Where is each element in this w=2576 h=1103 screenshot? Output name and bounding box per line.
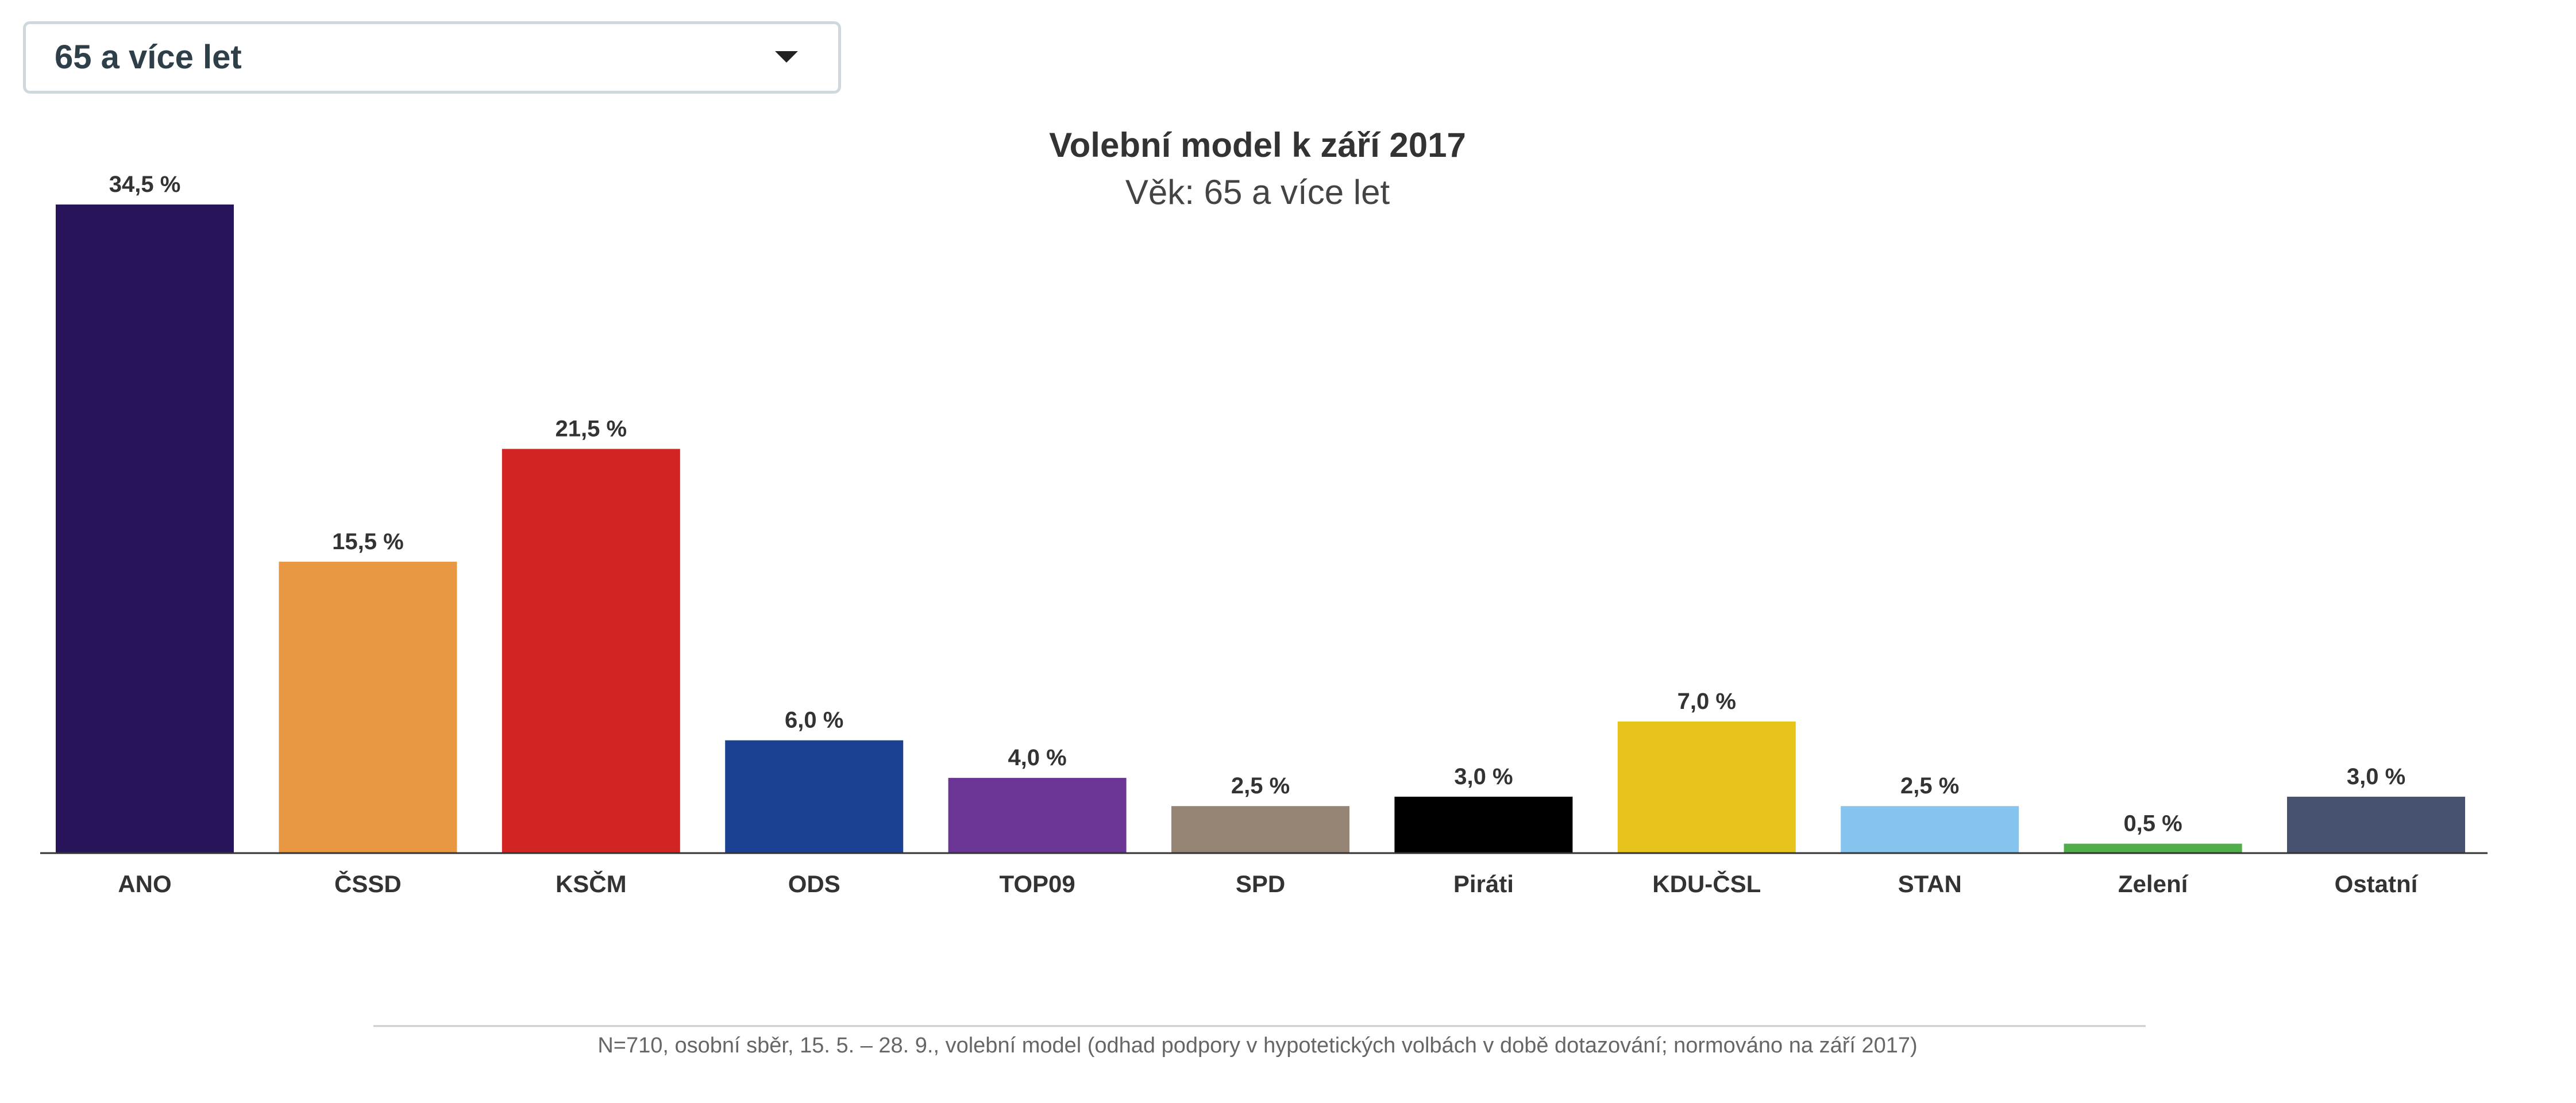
x-tick-label: Ostatní [2335, 870, 2419, 897]
chevron-down-icon[interactable] [775, 51, 798, 63]
bar-zelení[interactable] [2064, 843, 2242, 853]
x-tick-label: ČSSD [334, 870, 402, 897]
bar-ksčm[interactable] [502, 449, 680, 853]
x-tick-label: TOP09 [999, 870, 1075, 897]
chart-subtitle: Věk: 65 a více let [1125, 173, 1390, 211]
bar-piráti[interactable] [1394, 796, 1573, 853]
data-label: 0,5 % [2123, 811, 2182, 836]
bar-stan[interactable] [1841, 806, 2019, 853]
x-tick-label: ANO [118, 870, 171, 897]
data-label: 6,0 % [785, 708, 843, 733]
data-label: 4,0 % [1008, 745, 1066, 770]
bar-top09[interactable] [948, 778, 1127, 853]
data-label: 3,0 % [2347, 764, 2405, 789]
data-label: 3,0 % [1454, 764, 1513, 789]
data-label: 7,0 % [1678, 689, 1736, 714]
x-tick-label: Piráti [1453, 870, 1514, 897]
data-label: 15,5 % [332, 529, 404, 554]
bar-ods[interactable] [725, 740, 904, 853]
data-label: 21,5 % [556, 416, 627, 441]
bar-ostatní[interactable] [2287, 796, 2465, 853]
bar-spd[interactable] [1171, 806, 1349, 853]
data-label: 2,5 % [1231, 773, 1290, 799]
x-tick-label: KDU-ČSL [1652, 870, 1761, 897]
bar-čssd[interactable] [279, 561, 457, 853]
age-group-select[interactable]: 65 a více let [23, 21, 841, 94]
x-tick-label: Zelení [2118, 870, 2189, 897]
x-tick-label: ODS [788, 870, 840, 897]
chart-footnote: N=710, osobní sběr, 15. 5. – 28. 9., vol… [597, 1033, 1917, 1058]
data-label: 2,5 % [1900, 773, 1959, 799]
chart-title: Volební model k září 2017 [1049, 126, 1466, 164]
x-tick-label: KSČM [556, 870, 627, 897]
bar-ano[interactable] [56, 205, 234, 853]
data-label: 34,5 % [109, 172, 181, 197]
bar-kdu-čsl[interactable] [1617, 721, 1796, 853]
bars-group: 34,5 % ANO 15,5 % ČSSD 21,5 % KSČM 6,0 % ODS 4,0… [56, 172, 2465, 897]
x-tick-label: STAN [1898, 870, 1962, 897]
x-tick-label: SPD [1236, 870, 1285, 897]
age-group-select-value: 65 a více let [55, 38, 242, 76]
